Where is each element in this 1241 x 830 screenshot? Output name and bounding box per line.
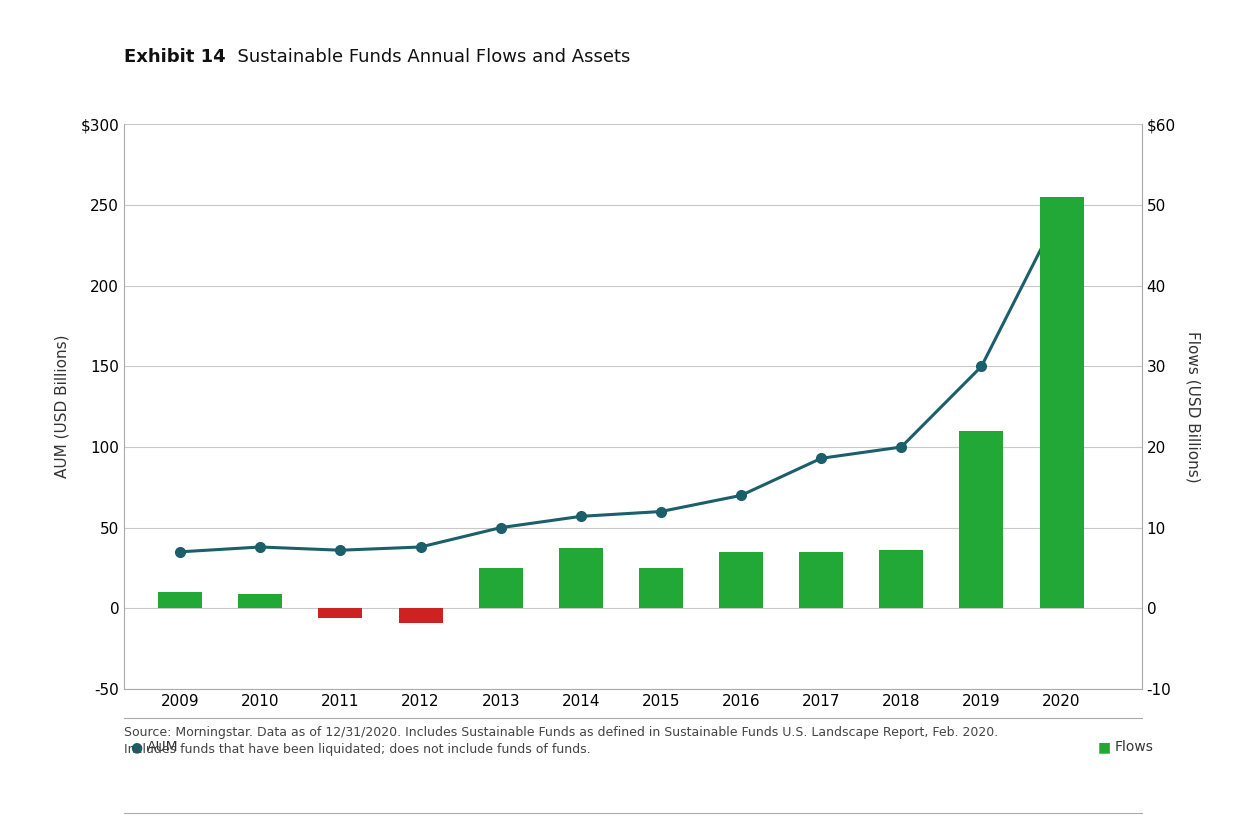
Y-axis label: Flows (USD Billions): Flows (USD Billions) (1185, 331, 1201, 482)
Bar (1040, 197, 1083, 608)
Text: Flows: Flows (1114, 740, 1153, 754)
Bar (799, 552, 843, 608)
Bar (158, 592, 202, 608)
Text: Sustainable Funds Annual Flows and Assets: Sustainable Funds Annual Flows and Asset… (226, 48, 630, 66)
Bar (558, 548, 603, 608)
Bar (880, 550, 923, 608)
Y-axis label: AUM (USD Billions): AUM (USD Billions) (55, 335, 69, 478)
Bar (479, 568, 522, 608)
Bar (719, 552, 763, 608)
Text: AUM: AUM (146, 740, 177, 754)
Text: ■: ■ (1097, 740, 1111, 754)
Text: ●: ● (130, 740, 143, 754)
Bar (319, 608, 362, 618)
Bar (238, 593, 283, 608)
Bar (959, 431, 1004, 608)
Bar (398, 608, 443, 622)
Text: Source: Morningstar. Data as of 12/31/2020. Includes Sustainable Funds as define: Source: Morningstar. Data as of 12/31/20… (124, 726, 998, 756)
Text: Exhibit 14: Exhibit 14 (124, 48, 226, 66)
Bar (639, 568, 683, 608)
